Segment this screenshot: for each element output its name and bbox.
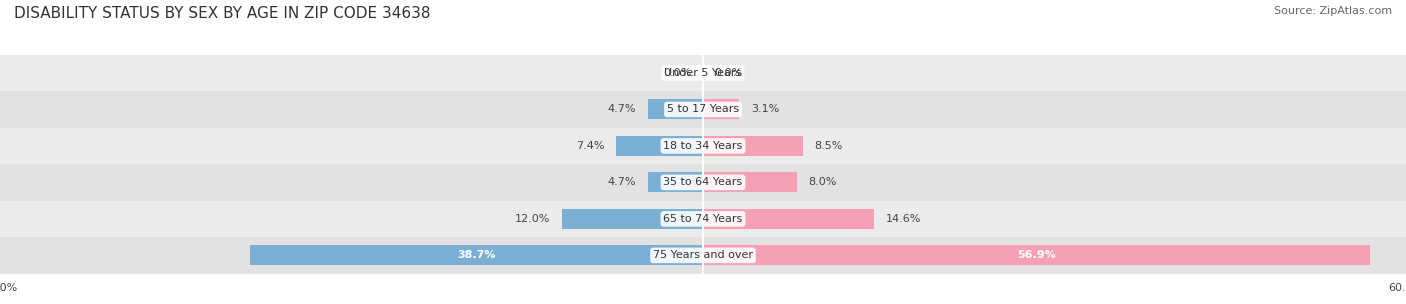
Text: 75 Years and over: 75 Years and over (652, 250, 754, 260)
Bar (0, 237, 1406, 274)
Text: 3.1%: 3.1% (751, 105, 779, 114)
Text: 12.0%: 12.0% (516, 214, 551, 224)
Text: 14.6%: 14.6% (886, 214, 921, 224)
Text: 0.0%: 0.0% (714, 68, 742, 78)
Text: 4.7%: 4.7% (607, 105, 637, 114)
Bar (703, 99, 740, 119)
Bar (703, 245, 1369, 265)
Bar (562, 209, 703, 229)
Bar (703, 209, 875, 229)
Text: 0.0%: 0.0% (664, 68, 692, 78)
Bar (703, 172, 797, 192)
Text: Source: ZipAtlas.com: Source: ZipAtlas.com (1274, 6, 1392, 16)
Bar (0, 128, 1406, 164)
Text: 4.7%: 4.7% (607, 178, 637, 187)
Text: 38.7%: 38.7% (457, 250, 495, 260)
Text: 8.0%: 8.0% (808, 178, 837, 187)
Text: Under 5 Years: Under 5 Years (665, 68, 741, 78)
Text: 35 to 64 Years: 35 to 64 Years (664, 178, 742, 187)
Bar (0, 55, 1406, 91)
Bar (703, 136, 803, 156)
Text: 18 to 34 Years: 18 to 34 Years (664, 141, 742, 151)
Bar (0, 201, 1406, 237)
Text: DISABILITY STATUS BY SEX BY AGE IN ZIP CODE 34638: DISABILITY STATUS BY SEX BY AGE IN ZIP C… (14, 6, 430, 21)
Text: 5 to 17 Years: 5 to 17 Years (666, 105, 740, 114)
Text: 65 to 74 Years: 65 to 74 Years (664, 214, 742, 224)
Text: 8.5%: 8.5% (814, 141, 842, 151)
Bar (0, 164, 1406, 201)
Bar (249, 245, 703, 265)
Bar (616, 136, 703, 156)
Bar (648, 99, 703, 119)
Text: 56.9%: 56.9% (1017, 250, 1056, 260)
Bar (0, 91, 1406, 128)
Text: 7.4%: 7.4% (576, 141, 605, 151)
Bar (648, 172, 703, 192)
